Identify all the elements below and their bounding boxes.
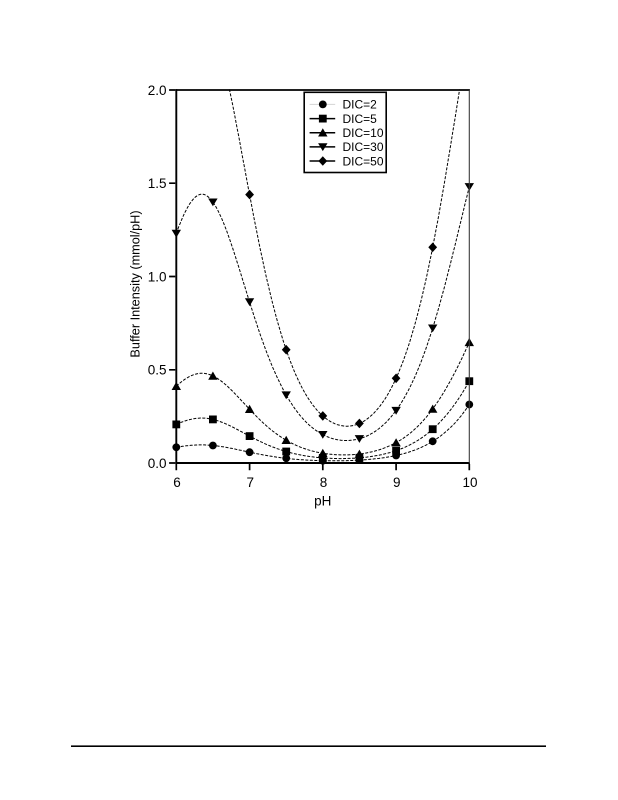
svg-text:10: 10 xyxy=(462,475,477,490)
svg-text:8: 8 xyxy=(320,475,328,490)
svg-text:0.0: 0.0 xyxy=(148,456,167,471)
svg-text:DIC=50: DIC=50 xyxy=(343,154,384,168)
svg-text:DIC=2: DIC=2 xyxy=(343,98,378,112)
svg-text:0.5: 0.5 xyxy=(148,363,167,378)
svg-text:DIC=30: DIC=30 xyxy=(343,140,384,154)
svg-text:Buffer Intensity (mmol/pH): Buffer Intensity (mmol/pH) xyxy=(129,210,143,357)
svg-text:7: 7 xyxy=(246,475,254,490)
svg-text:DIC=5: DIC=5 xyxy=(343,112,378,126)
svg-text:9: 9 xyxy=(393,475,401,490)
svg-text:1.5: 1.5 xyxy=(148,176,167,191)
svg-text:pH: pH xyxy=(314,494,331,509)
svg-text:2.0: 2.0 xyxy=(148,83,167,98)
svg-text:1.0: 1.0 xyxy=(148,269,167,284)
svg-text:6: 6 xyxy=(173,475,181,490)
svg-text:DIC=10: DIC=10 xyxy=(343,126,384,140)
